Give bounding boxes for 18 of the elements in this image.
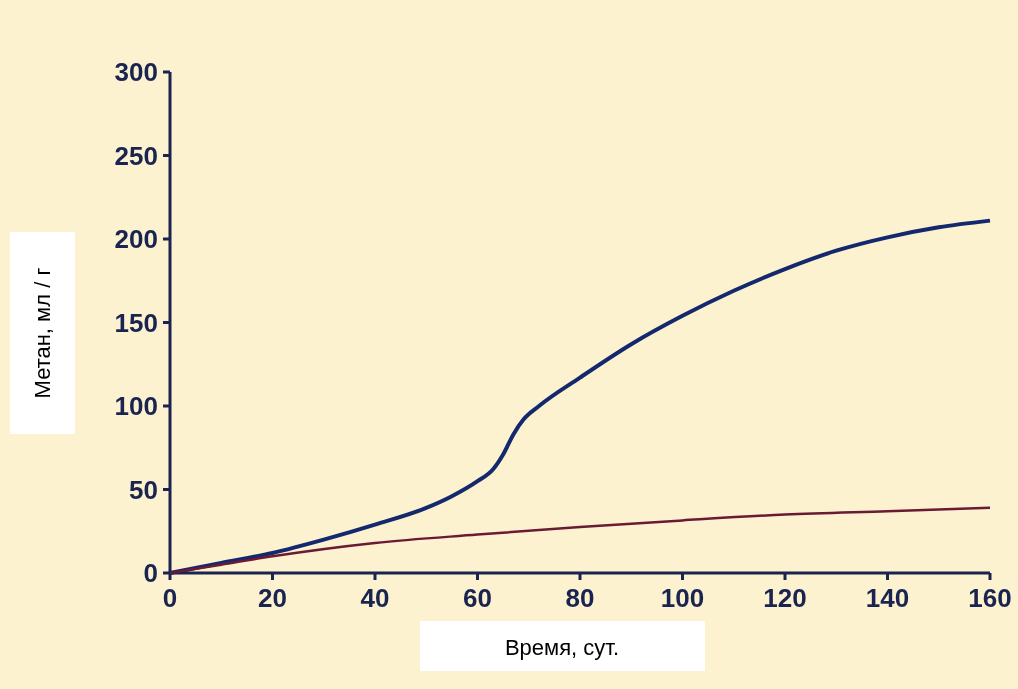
x-tick-label: 160 [968,583,1012,613]
x-tick-label: 60 [463,583,492,613]
x-tick-label: 20 [258,583,287,613]
x-tick-label: 0 [162,583,178,613]
y-tick-label: 200 [114,224,158,254]
x-tick-label: 140 [865,583,910,613]
y-tick-label: 250 [114,140,158,171]
x-tick-label: 120 [763,583,807,613]
y-tick-label: 100 [114,391,158,421]
y-axis-title: Метан, мл / г [30,267,55,399]
y-tick-label: 0 [143,558,158,588]
y-tick-label: 300 [114,57,158,87]
x-tick-label: 40 [360,583,390,613]
y-tick-label: 50 [129,474,158,505]
x-tick-label: 80 [565,583,595,613]
y-tick-label: 150 [114,307,158,338]
x-axis-title: Время, сут. [504,635,620,660]
x-tick-label: 100 [660,583,705,613]
